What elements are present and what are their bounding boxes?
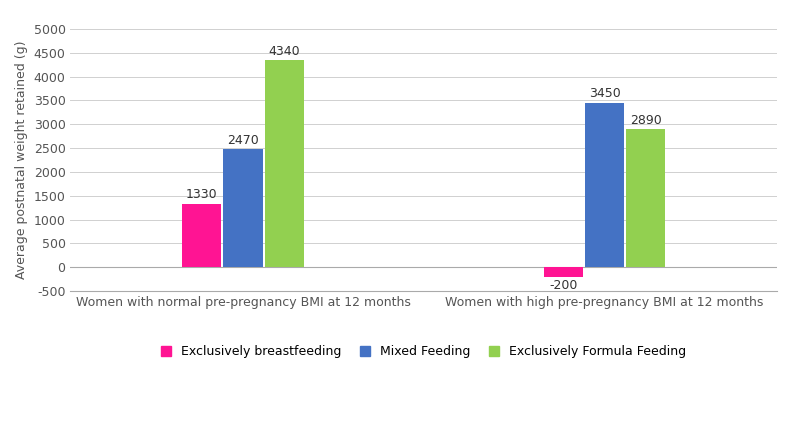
- Text: 2890: 2890: [630, 114, 662, 127]
- Bar: [182, 204, 222, 267]
- Bar: [223, 150, 262, 267]
- Text: -200: -200: [550, 279, 578, 292]
- Legend: Exclusively breastfeeding, Mixed Feeding, Exclusively Formula Feeding: Exclusively breastfeeding, Mixed Feeding…: [156, 340, 691, 363]
- Bar: [544, 267, 583, 277]
- Text: 1330: 1330: [186, 189, 218, 202]
- Text: 2470: 2470: [227, 134, 259, 147]
- Text: 4340: 4340: [268, 45, 300, 58]
- Bar: [585, 103, 624, 267]
- Bar: [265, 60, 304, 267]
- Y-axis label: Average postnatal weight retained (g): Average postnatal weight retained (g): [15, 41, 28, 279]
- Bar: [626, 129, 666, 267]
- Text: 3450: 3450: [589, 87, 621, 100]
